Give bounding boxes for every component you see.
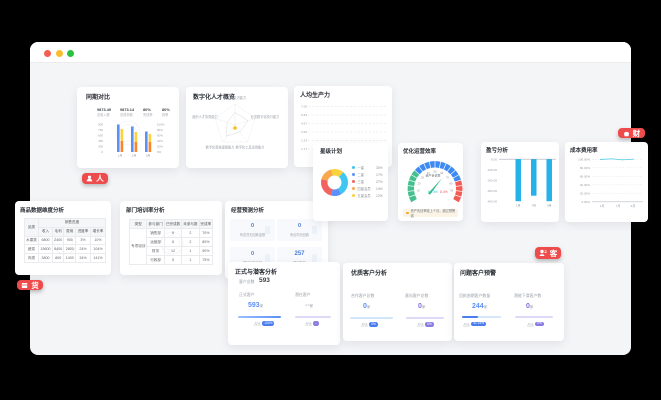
svg-text:一星: 一星 xyxy=(358,165,365,170)
svg-text:组织人才协同能力: 组织人才协同能力 xyxy=(192,114,218,119)
svg-text:60%: 60% xyxy=(157,134,163,138)
svg-text:0%: 0% xyxy=(157,150,162,154)
svg-text:利率: 利率 xyxy=(162,112,169,117)
svg-text:3.50: 3.50 xyxy=(301,130,307,134)
svg-text:17%: 17% xyxy=(376,173,383,177)
svg-text:-100.00: -100.00 xyxy=(487,168,498,172)
svg-text:6.73%: 6.73% xyxy=(428,190,438,194)
svg-text:4.67: 4.67 xyxy=(301,122,307,126)
svg-text:数字化思维逻辑能力: 数字化思维逻辑能力 xyxy=(206,145,235,150)
svg-text:-400.00: -400.00 xyxy=(487,200,498,204)
svg-text:2.33: 2.33 xyxy=(301,139,307,143)
svg-text:0.00: 0.00 xyxy=(491,158,497,162)
svg-text:业务数字化执行能力: 业务数字化执行能力 xyxy=(251,114,280,119)
svg-text:80%: 80% xyxy=(143,107,151,112)
svg-text:80.00%: 80.00% xyxy=(580,166,591,170)
svg-text:10: 10 xyxy=(417,188,420,192)
svg-text:300: 300 xyxy=(98,145,103,149)
svg-text:80: 80 xyxy=(450,181,453,185)
svg-text:30%: 30% xyxy=(376,166,383,170)
svg-text:二星: 二星 xyxy=(358,172,365,177)
svg-text:14%: 14% xyxy=(376,187,383,191)
svg-text:20%: 20% xyxy=(157,145,163,149)
svg-text:70: 70 xyxy=(446,175,449,179)
svg-text:0: 0 xyxy=(101,150,103,154)
svg-text:三星: 三星 xyxy=(358,179,365,184)
svg-text:总收入额: 总收入额 xyxy=(97,112,111,117)
svg-text:600: 600 xyxy=(98,134,103,138)
svg-text:12%: 12% xyxy=(376,194,383,198)
svg-text:450: 450 xyxy=(98,139,103,143)
svg-text:90: 90 xyxy=(450,188,453,192)
svg-text:50: 50 xyxy=(434,170,437,174)
svg-text:五星会员: 五星会员 xyxy=(358,193,372,198)
svg-text:60.00%: 60.00% xyxy=(580,175,591,179)
svg-text:2月: 2月 xyxy=(132,154,137,158)
svg-text:5.83: 5.83 xyxy=(301,113,307,117)
svg-text:四星会员: 四星会员 xyxy=(358,186,372,191)
svg-text:资产负债率: 资产负债率 xyxy=(425,173,440,178)
svg-text:900: 900 xyxy=(98,123,103,127)
svg-text:1月: 1月 xyxy=(516,204,521,208)
svg-text:20.00%: 20.00% xyxy=(580,192,591,196)
svg-text:0.00%: 0.00% xyxy=(581,200,590,204)
svg-text:100%: 100% xyxy=(157,123,165,127)
svg-text:1.17: 1.17 xyxy=(301,147,307,151)
svg-text:60: 60 xyxy=(440,171,443,175)
svg-text:¥873.14: ¥873.14 xyxy=(120,107,135,112)
svg-text:750: 750 xyxy=(98,128,103,132)
svg-text:1月: 1月 xyxy=(600,204,605,208)
svg-text:9月: 9月 xyxy=(547,204,552,208)
svg-text:40: 40 xyxy=(427,171,430,175)
svg-text:1月: 1月 xyxy=(118,154,123,158)
svg-text:总成本额: 总成本额 xyxy=(120,112,134,117)
svg-text:¥873.49: ¥873.49 xyxy=(97,107,112,112)
svg-text:9月: 9月 xyxy=(631,204,636,208)
svg-text:20: 20 xyxy=(418,181,421,185)
svg-text:80%: 80% xyxy=(162,107,170,112)
svg-text:8.4%: 8.4% xyxy=(440,190,448,194)
svg-text:完成率: 完成率 xyxy=(143,112,153,117)
svg-text:7月: 7月 xyxy=(531,204,536,208)
svg-text:27%: 27% xyxy=(376,180,383,184)
svg-text:7月: 7月 xyxy=(616,204,621,208)
svg-text:40.00%: 40.00% xyxy=(580,183,591,187)
svg-text:-200.00: -200.00 xyxy=(487,179,498,183)
svg-text:7.00: 7.00 xyxy=(301,105,307,109)
svg-text:-300.00: -300.00 xyxy=(487,189,498,193)
svg-text:3月: 3月 xyxy=(146,154,151,158)
svg-text:数字化工具运用能力: 数字化工具运用能力 xyxy=(236,145,265,150)
svg-text:30: 30 xyxy=(421,175,424,179)
svg-text:40%: 40% xyxy=(157,139,163,143)
svg-text:数字化意识能力: 数字化意识能力 xyxy=(224,95,246,100)
svg-text:80%: 80% xyxy=(157,128,163,132)
svg-text:100.00%: 100.00% xyxy=(578,158,590,162)
